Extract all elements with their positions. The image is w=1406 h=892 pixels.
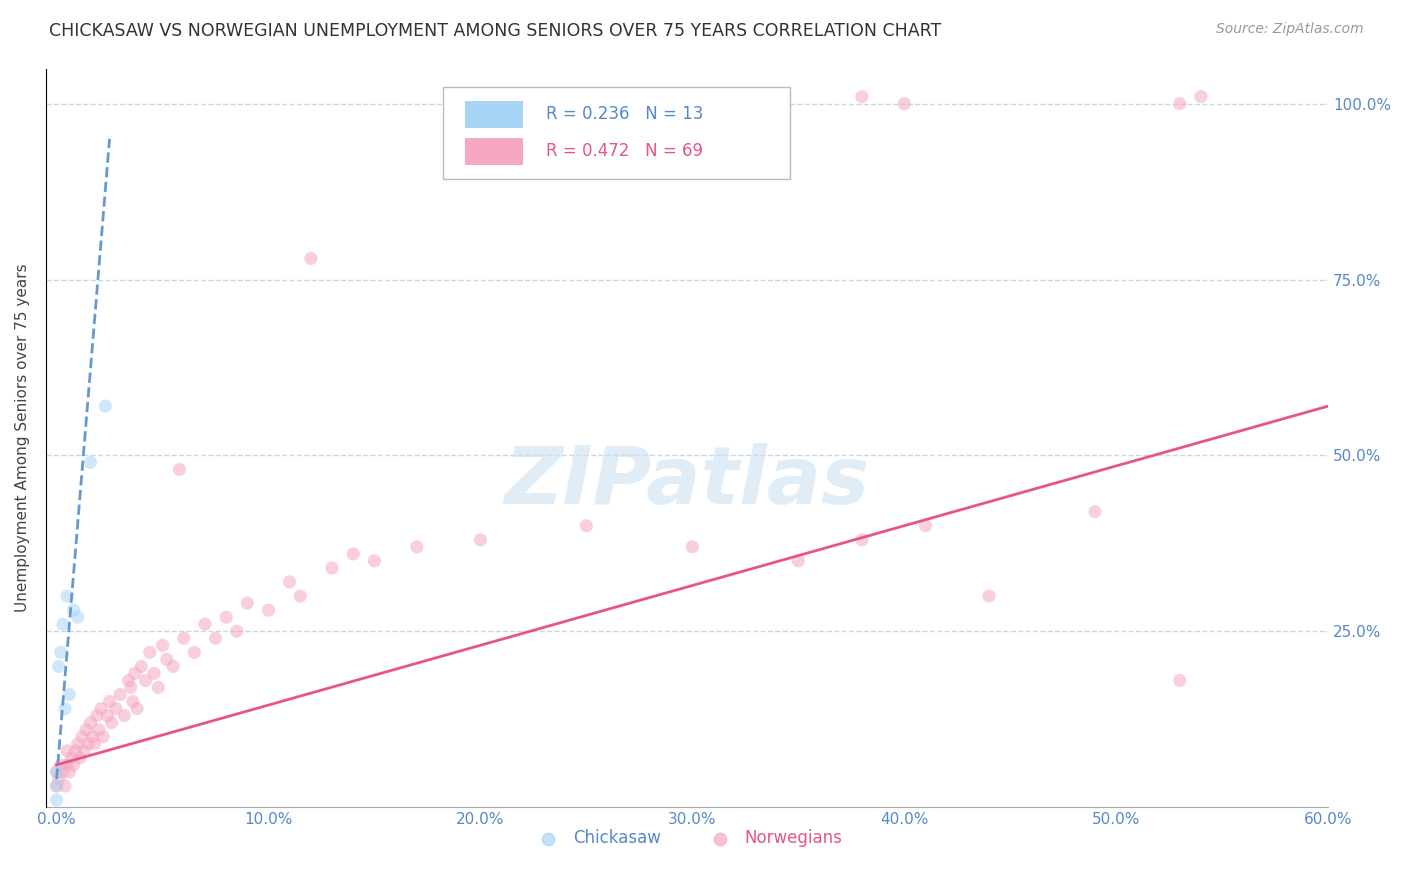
Point: [98, 694, 121, 708]
Point: [321, 561, 343, 575]
Point: [58, 764, 80, 779]
Point: [363, 554, 385, 568]
Point: [1168, 96, 1191, 111]
Point: [79, 455, 101, 469]
Point: [45, 779, 67, 793]
Point: [342, 547, 364, 561]
Legend: Chickasaw, Norwegians: Chickasaw, Norwegians: [524, 822, 849, 855]
Point: [575, 518, 598, 533]
Point: [73, 744, 96, 758]
Point: [87, 723, 110, 737]
Point: [86, 708, 108, 723]
Point: [100, 715, 122, 730]
Point: [66, 737, 89, 751]
Y-axis label: Unemployment Among Seniors over 75 years: Unemployment Among Seniors over 75 years: [15, 263, 30, 612]
Point: [299, 252, 322, 266]
Text: Source: ZipAtlas.com: Source: ZipAtlas.com: [1216, 22, 1364, 37]
Point: [173, 632, 195, 646]
Point: [56, 757, 79, 772]
Point: [112, 708, 135, 723]
Point: [52, 617, 75, 632]
Point: [851, 533, 873, 547]
Point: [787, 554, 810, 568]
Point: [131, 659, 153, 673]
Point: [152, 638, 174, 652]
Point: [45, 764, 67, 779]
Point: [90, 701, 112, 715]
Point: [77, 737, 100, 751]
Point: [62, 603, 84, 617]
Point: [1168, 673, 1191, 688]
Point: [62, 757, 84, 772]
Point: [66, 610, 89, 624]
Point: [851, 89, 873, 103]
Point: [117, 673, 139, 688]
Point: [83, 737, 105, 751]
Point: [169, 462, 191, 476]
Point: [257, 603, 280, 617]
Point: [52, 764, 75, 779]
Text: R = 0.236   N = 13: R = 0.236 N = 13: [546, 105, 703, 123]
Point: [45, 764, 67, 779]
Point: [48, 772, 70, 786]
Point: [135, 673, 157, 688]
Point: [79, 715, 101, 730]
Point: [82, 730, 104, 744]
Point: [143, 666, 166, 681]
Point: [278, 574, 301, 589]
Point: [108, 688, 131, 702]
Point: [914, 518, 936, 533]
Point: [225, 624, 247, 639]
Point: [104, 701, 127, 715]
Point: [681, 540, 703, 554]
Point: [65, 744, 87, 758]
Point: [215, 610, 238, 624]
Point: [162, 659, 184, 673]
Point: [470, 533, 492, 547]
Point: [69, 751, 91, 765]
Point: [121, 694, 143, 708]
Point: [48, 659, 70, 673]
Text: R = 0.472   N = 69: R = 0.472 N = 69: [546, 142, 703, 161]
Point: [91, 730, 114, 744]
Point: [53, 779, 76, 793]
Point: [49, 757, 72, 772]
Point: [56, 744, 79, 758]
Text: CHICKASAW VS NORWEGIAN UNEMPLOYMENT AMONG SENIORS OVER 75 YEARS CORRELATION CHAR: CHICKASAW VS NORWEGIAN UNEMPLOYMENT AMON…: [49, 22, 942, 40]
Point: [124, 666, 146, 681]
FancyBboxPatch shape: [465, 138, 523, 164]
Point: [49, 645, 72, 659]
Point: [290, 589, 312, 603]
Point: [148, 681, 170, 695]
Point: [70, 730, 93, 744]
Point: [139, 645, 162, 659]
Point: [96, 708, 118, 723]
Point: [893, 96, 915, 111]
Point: [204, 632, 226, 646]
FancyBboxPatch shape: [465, 101, 523, 128]
Point: [977, 589, 1000, 603]
Point: [94, 399, 117, 413]
Point: [75, 723, 97, 737]
Point: [45, 793, 67, 807]
Point: [156, 652, 179, 666]
Point: [53, 701, 76, 715]
Point: [1084, 505, 1107, 519]
Point: [405, 540, 427, 554]
Point: [58, 688, 80, 702]
FancyBboxPatch shape: [443, 87, 790, 179]
Point: [45, 779, 67, 793]
Point: [120, 681, 142, 695]
Text: ZIPatlas: ZIPatlas: [505, 443, 869, 521]
Point: [1189, 89, 1212, 103]
Point: [194, 617, 217, 632]
Point: [60, 751, 83, 765]
Point: [127, 701, 149, 715]
Point: [183, 645, 205, 659]
Point: [236, 596, 259, 610]
Point: [56, 589, 79, 603]
